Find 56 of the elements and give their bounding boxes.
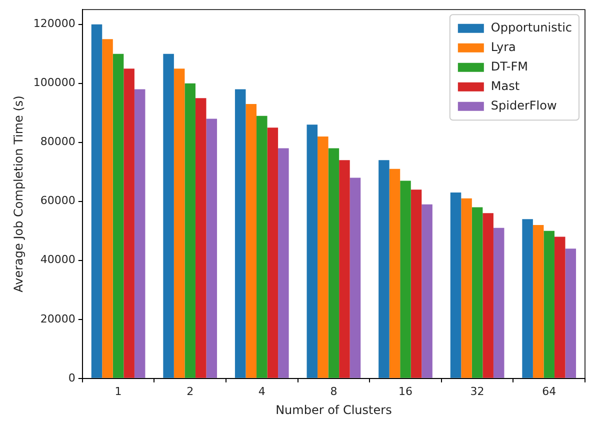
bar — [544, 230, 554, 378]
bar — [532, 224, 544, 378]
bar — [554, 236, 566, 378]
bar — [339, 160, 350, 378]
bar — [256, 116, 268, 378]
y-tick-label: 40000 — [40, 253, 76, 266]
bar — [400, 180, 411, 378]
x-tick-label: 32 — [470, 384, 484, 398]
bar — [278, 148, 289, 378]
legend-label: Opportunistic — [490, 20, 572, 34]
bar — [389, 168, 400, 378]
y-tick-label: 80000 — [40, 135, 76, 148]
bar — [267, 128, 278, 378]
bar — [482, 213, 494, 378]
legend-label: Mast — [490, 78, 520, 93]
bar — [306, 124, 318, 378]
bar — [328, 148, 340, 378]
x-tick-label: 1 — [114, 384, 122, 398]
bar — [174, 68, 185, 378]
bar — [195, 98, 206, 378]
bar — [163, 54, 174, 378]
bar — [461, 198, 472, 378]
y-tick-label: 120000 — [33, 17, 76, 30]
bar — [112, 54, 124, 378]
x-tick-label: 8 — [330, 384, 338, 398]
legend-label: SpiderFlow — [490, 98, 557, 112]
bar — [91, 24, 102, 378]
bar — [234, 89, 246, 378]
bar — [493, 228, 504, 378]
bar — [450, 192, 462, 378]
y-tick-label: 60000 — [40, 194, 76, 208]
bar — [134, 89, 146, 378]
x-tick-label: 16 — [398, 384, 412, 398]
bar — [318, 136, 328, 378]
bar — [472, 207, 483, 378]
bar — [350, 178, 361, 378]
y-tick-label: 100000 — [33, 76, 76, 90]
bar — [246, 104, 257, 378]
bar — [422, 204, 432, 378]
bar — [565, 248, 576, 378]
bar — [522, 219, 533, 378]
x-tick-label: 64 — [542, 384, 556, 398]
bar — [124, 68, 134, 378]
legend-label: Lyra — [490, 40, 516, 54]
bar — [378, 160, 390, 378]
bar — [206, 118, 218, 378]
bar — [410, 190, 422, 378]
y-tick-label: 0 — [68, 371, 76, 384]
bar — [184, 83, 196, 378]
x-tick-label: 4 — [258, 384, 266, 398]
legend-label: DT-FM — [490, 59, 528, 74]
x-axis-title: Number of Clusters — [276, 402, 392, 417]
y-tick-label: 20000 — [40, 312, 76, 326]
x-tick-label: 2 — [186, 384, 194, 398]
bar — [102, 39, 113, 378]
y-axis-title: Average Job Completion Time (s) — [11, 96, 26, 292]
